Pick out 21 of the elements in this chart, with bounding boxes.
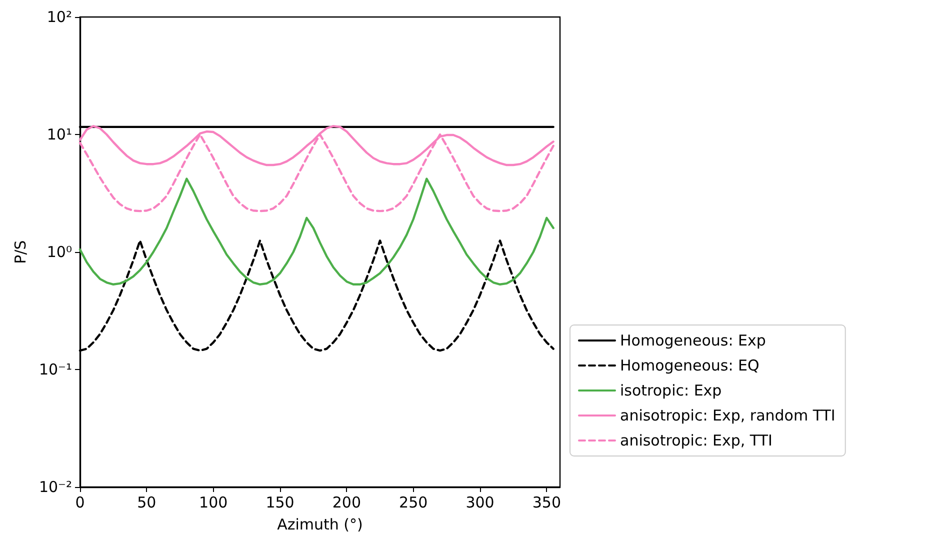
x-tick-label: 50 [137, 494, 156, 512]
x-tick-label: 100 [199, 494, 228, 512]
x-tick-label: 200 [332, 494, 361, 512]
legend-label: Homogeneous: Exp [620, 332, 766, 350]
y-tick-label: 10⁻¹ [38, 360, 72, 378]
y-tick-label: 10⁻² [38, 478, 72, 496]
x-tick-label: 150 [266, 494, 294, 512]
legend-label: isotropic: Exp [620, 382, 722, 400]
legend-label: anisotropic: Exp, TTI [620, 432, 772, 450]
x-tick-label: 250 [399, 494, 428, 512]
y-tick-label: 10¹ [46, 126, 72, 144]
x-axis-title: Azimuth (°) [277, 516, 363, 534]
legend-label: Homogeneous: EQ [620, 356, 760, 374]
x-tick-label: 350 [532, 494, 561, 512]
y-tick-label: 10⁰ [46, 243, 72, 261]
legend-label: anisotropic: Exp, random TTI [620, 406, 836, 424]
y-tick-label: 10² [46, 8, 72, 26]
x-tick-label: 0 [75, 494, 85, 512]
y-axis-title: P/S [12, 240, 30, 264]
x-tick-label: 300 [466, 494, 494, 512]
line-series [78, 178, 554, 286]
